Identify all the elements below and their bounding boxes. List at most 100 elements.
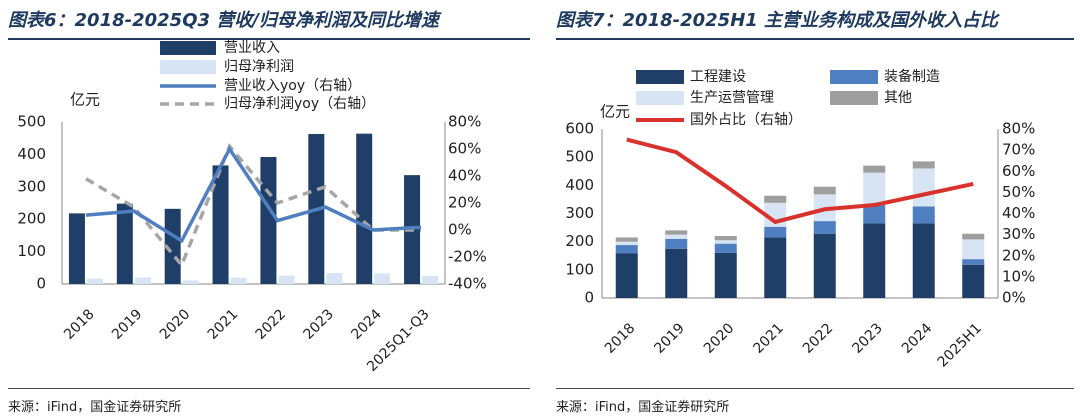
- equipment-bar-segment: [615, 245, 638, 254]
- right-chart: 0 100 200 300 400 500 600 0% 10% 20% 30% 40% 50% 60% 7…: [565, 68, 1035, 371]
- y-left-tick: 500: [565, 148, 594, 166]
- revenue-yoy-line: [85, 145, 422, 244]
- net-profit-bar: [278, 275, 295, 284]
- net-profit-bar: [86, 278, 103, 284]
- equipment-bar-segment: [764, 226, 787, 238]
- net-profit-bar: [182, 280, 199, 284]
- y-right-tick: 20%: [448, 194, 481, 212]
- y-left-tick: 600: [565, 120, 594, 138]
- x-tick-label: 2025H1: [935, 320, 985, 370]
- net-profit-bar: [134, 277, 151, 284]
- y-right-tick: -20%: [448, 248, 487, 266]
- y-left-tick: 0: [584, 289, 594, 307]
- operations-bar-segment: [665, 234, 688, 239]
- engineering-bar-segment: [665, 248, 688, 298]
- y-left-tick: 400: [565, 176, 594, 194]
- y-left-tick: 100: [17, 242, 46, 260]
- y-left-tick: 0: [36, 275, 46, 293]
- legend-net-profit-swatch: [160, 60, 216, 74]
- x-tick-label: 2022: [800, 320, 837, 357]
- left-chart-title: 图表6：2018-2025Q3 营收/归母净利润及同比增速: [8, 10, 439, 31]
- other-bar-segment: [813, 186, 836, 195]
- left-title-rule: [8, 38, 530, 40]
- x-tick-label: 2019: [109, 306, 146, 343]
- y-right-tick: 0%: [448, 221, 472, 239]
- right-title-rule: [556, 38, 1074, 40]
- other-bar-segment: [615, 237, 638, 242]
- revenue-bar: [260, 156, 277, 284]
- y-left-tick: 100: [565, 260, 594, 278]
- equipment-bar-segment: [962, 259, 985, 265]
- legend-operations-swatch: [636, 91, 684, 105]
- legend-equipment-label: 装备制造: [884, 68, 940, 85]
- equipment-bar-segment: [714, 243, 737, 253]
- left-footer-rule: [8, 388, 530, 389]
- engineering-bar-segment: [813, 233, 836, 298]
- x-tick-label: 2024: [348, 306, 385, 343]
- y-right-tick: 40%: [448, 167, 481, 185]
- right-source: 来源：iFind，国金证券研究所: [556, 400, 730, 415]
- y-right-tick: 60%: [1002, 162, 1035, 180]
- x-tick-label: 2021: [750, 320, 787, 357]
- revenue-bar: [164, 208, 181, 284]
- right-footer-rule: [556, 388, 1074, 389]
- x-tick-label: 2019: [651, 320, 688, 357]
- y-right-tick: 60%: [448, 140, 481, 158]
- engineering-bar-segment: [962, 264, 985, 298]
- other-bar-segment: [714, 236, 737, 241]
- revenue-bar: [356, 133, 373, 284]
- left-source: 来源：iFind，国金证券研究所: [8, 400, 182, 415]
- x-tick-label: 2022: [253, 306, 290, 343]
- operations-bar-segment: [714, 240, 737, 244]
- revenue-bar: [68, 213, 85, 284]
- operations-bar-segment: [863, 172, 886, 206]
- operations-bar-segment: [962, 239, 985, 260]
- legend-other-label: 其他: [884, 90, 912, 106]
- net-profit-bar: [230, 277, 247, 284]
- other-bar-segment: [665, 230, 688, 235]
- legend-overseas-share-label: 国外占比（右轴）: [690, 112, 802, 128]
- net-profit-bar: [422, 275, 439, 284]
- x-tick-label: 2021: [205, 306, 242, 343]
- x-tick-label: 2018: [61, 306, 98, 343]
- overseas-share-line: [626, 137, 974, 225]
- y-left-tick: 200: [17, 210, 46, 228]
- equipment-bar-segment: [863, 205, 886, 224]
- net-profit-bar: [326, 272, 343, 284]
- y-left-tick: 300: [17, 177, 46, 195]
- y-left-unit-label: 亿元: [600, 103, 630, 121]
- y-left-unit-label: 亿元: [70, 91, 100, 109]
- y-right-tick: 10%: [1002, 267, 1035, 285]
- engineering-bar-segment: [714, 252, 737, 298]
- other-bar-segment: [863, 165, 886, 173]
- x-tick-label: 2018: [602, 320, 639, 357]
- legend-operations-label: 生产运营管理: [690, 90, 774, 106]
- y-right-tick: 20%: [1002, 246, 1035, 264]
- legend-revenue-label: 营业收入: [224, 40, 280, 56]
- equipment-bar-segment: [912, 206, 935, 224]
- right-chart-title: 图表7：2018-2025H1 主营业务构成及国外收入占比: [556, 10, 999, 31]
- legend-revenue-swatch: [160, 41, 216, 55]
- revenue-bar: [116, 203, 133, 284]
- equipment-bar-segment: [813, 221, 836, 234]
- operations-bar-segment: [615, 241, 638, 246]
- x-tick-label: 2020: [701, 320, 738, 357]
- y-left-tick: 300: [565, 204, 594, 222]
- engineering-bar-segment: [863, 223, 886, 298]
- legend-engineering-swatch: [636, 70, 684, 84]
- y-right-tick: 80%: [448, 113, 481, 131]
- x-tick-label: 2020: [157, 306, 194, 343]
- y-right-tick: 50%: [1002, 183, 1035, 201]
- engineering-bar-segment: [764, 237, 787, 298]
- x-tick-label: 2024: [899, 320, 936, 357]
- legend-equipment-swatch: [830, 70, 878, 84]
- left-chart: 0 100 200 300 400 500 -40% -20% 0% 20% 40% 60% 80% 亿元…: [17, 40, 487, 375]
- x-tick-label: 2023: [300, 306, 337, 343]
- other-bar-segment: [962, 233, 985, 240]
- revenue-bar: [212, 165, 229, 284]
- y-right-tick: 30%: [1002, 225, 1035, 243]
- y-right-tick: 80%: [1002, 120, 1035, 138]
- equipment-bar-segment: [665, 238, 688, 249]
- y-left-tick: 400: [17, 145, 46, 163]
- y-right-tick: -40%: [448, 275, 487, 293]
